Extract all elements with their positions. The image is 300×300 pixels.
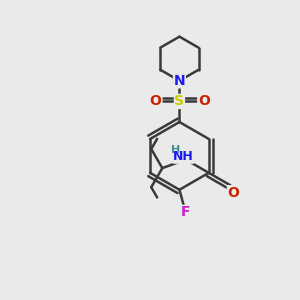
- Text: S: S: [174, 94, 184, 108]
- Text: O: O: [198, 94, 210, 108]
- Text: H: H: [171, 145, 180, 155]
- Text: N: N: [174, 74, 185, 88]
- Text: O: O: [149, 94, 161, 108]
- Text: O: O: [227, 186, 239, 200]
- Text: NH: NH: [173, 150, 194, 163]
- Text: N: N: [174, 72, 185, 86]
- Text: F: F: [181, 206, 190, 219]
